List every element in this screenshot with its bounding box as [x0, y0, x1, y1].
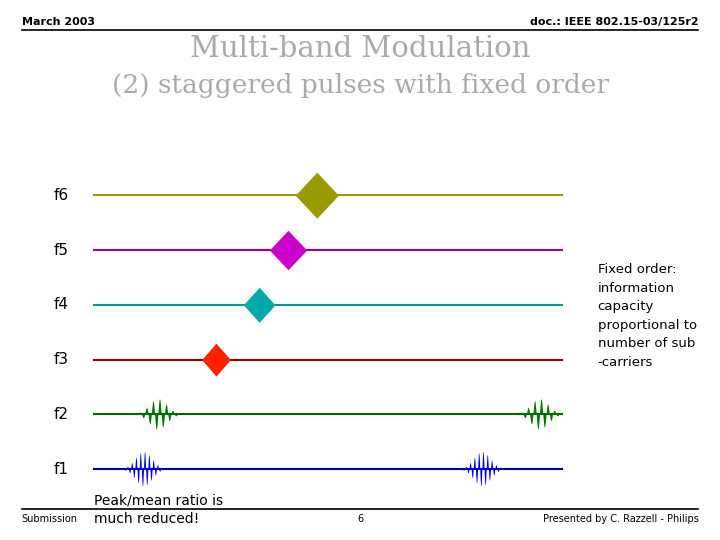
Text: Peak/mean ratio is
much reduced!: Peak/mean ratio is much reduced! — [94, 494, 222, 526]
Text: (2) staggered pulses with fixed order: (2) staggered pulses with fixed order — [112, 73, 608, 98]
Text: Fixed order:
information
capacity
proportional to
number of sub
-carriers: Fixed order: information capacity propor… — [598, 263, 697, 368]
Text: f5: f5 — [53, 242, 68, 258]
Text: Submission: Submission — [22, 514, 78, 524]
Text: 6: 6 — [357, 514, 363, 524]
Text: f3: f3 — [53, 352, 68, 367]
Text: doc.: IEEE 802.15-03/125r2: doc.: IEEE 802.15-03/125r2 — [530, 17, 698, 28]
Text: Multi-band Modulation: Multi-band Modulation — [190, 35, 530, 63]
Text: f6: f6 — [53, 188, 68, 202]
Text: March 2003: March 2003 — [22, 17, 94, 28]
Text: f2: f2 — [53, 407, 68, 422]
Text: f4: f4 — [53, 298, 68, 312]
Text: f1: f1 — [53, 462, 68, 477]
Text: Presented by C. Razzell - Philips: Presented by C. Razzell - Philips — [543, 514, 698, 524]
